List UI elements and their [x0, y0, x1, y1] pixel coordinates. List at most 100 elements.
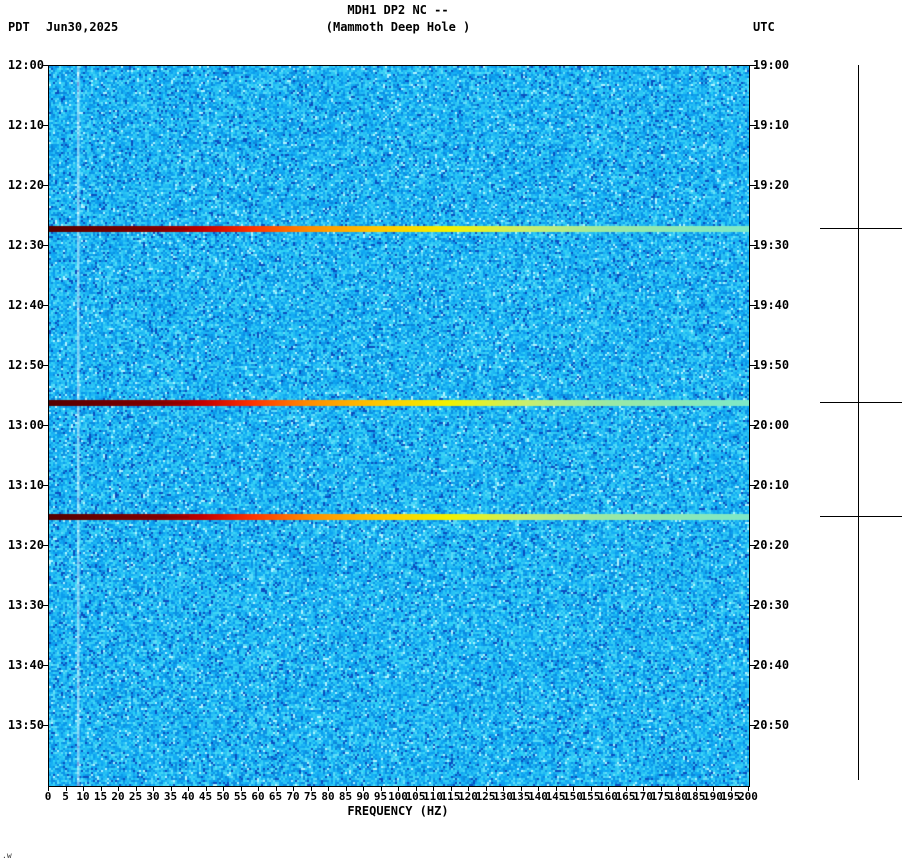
freq-tick [346, 787, 347, 791]
freq-tick [311, 787, 312, 791]
time-tick-label-right: 19:40 [753, 298, 797, 312]
time-tick-left [42, 605, 48, 606]
freq-tick-label: 10 [76, 791, 89, 803]
timezone-left-label: PDT [8, 20, 30, 34]
time-tick-label-left: 12:40 [4, 298, 44, 312]
freq-tick [608, 787, 609, 791]
spectrogram-plot-area [48, 65, 750, 787]
freq-tick-label: 40 [181, 791, 194, 803]
time-tick-right [750, 245, 756, 246]
footer-mark: .w [2, 851, 12, 860]
freq-tick [661, 787, 662, 791]
time-tick-label-left: 13:20 [4, 538, 44, 552]
freq-tick [381, 787, 382, 791]
freq-tick [83, 787, 84, 791]
freq-tick [101, 787, 102, 791]
time-tick-label-left: 12:10 [4, 118, 44, 132]
time-tick-label-right: 20:50 [753, 718, 797, 732]
freq-tick-label: 70 [286, 791, 299, 803]
freq-tick [398, 787, 399, 791]
time-tick-right [750, 365, 756, 366]
time-tick-label-left: 12:50 [4, 358, 44, 372]
frequency-axis-label: FREQUENCY (HZ) [0, 804, 796, 818]
freq-tick [293, 787, 294, 791]
time-tick-label-left: 13:00 [4, 418, 44, 432]
freq-tick [556, 787, 557, 791]
time-tick-label-right: 20:40 [753, 658, 797, 672]
event-marker-tick [820, 228, 902, 229]
time-tick-left [42, 65, 48, 66]
freq-tick [591, 787, 592, 791]
freq-tick [188, 787, 189, 791]
freq-tick [433, 787, 434, 791]
spectrogram-page: MDH1 DP2 NC -- (Mammoth Deep Hole ) PDT … [0, 0, 902, 864]
freq-tick [503, 787, 504, 791]
freq-tick [118, 787, 119, 791]
freq-tick [678, 787, 679, 791]
freq-tick [206, 787, 207, 791]
time-tick-label-left: 13:10 [4, 478, 44, 492]
freq-tick-label: 35 [164, 791, 177, 803]
page-subtitle: (Mammoth Deep Hole ) [0, 20, 796, 34]
freq-tick [416, 787, 417, 791]
time-tick-label-left: 13:30 [4, 598, 44, 612]
freq-tick-label: 90 [356, 791, 369, 803]
time-tick-label-right: 20:10 [753, 478, 797, 492]
freq-tick-label: 80 [321, 791, 334, 803]
time-tick-left [42, 125, 48, 126]
time-tick-label-left: 13:50 [4, 718, 44, 732]
freq-tick-label: 25 [129, 791, 142, 803]
freq-tick-label: 15 [94, 791, 107, 803]
freq-tick-label: 85 [339, 791, 352, 803]
date-label: Jun30,2025 [46, 20, 118, 34]
freq-tick [731, 787, 732, 791]
event-marker-tick [820, 402, 902, 403]
freq-tick [136, 787, 137, 791]
time-tick-left [42, 545, 48, 546]
freq-tick-label: 20 [111, 791, 124, 803]
time-tick-left [42, 425, 48, 426]
page-title: MDH1 DP2 NC -- [0, 3, 796, 17]
freq-tick-label: 5 [62, 791, 69, 803]
freq-tick-label: 0 [45, 791, 52, 803]
time-tick-label-right: 19:00 [753, 58, 797, 72]
time-tick-label-left: 12:00 [4, 58, 44, 72]
freq-tick [48, 787, 49, 791]
freq-tick-label: 45 [199, 791, 212, 803]
time-tick-left [42, 185, 48, 186]
time-tick-label-right: 19:10 [753, 118, 797, 132]
time-tick-label-left: 12:20 [4, 178, 44, 192]
freq-tick [258, 787, 259, 791]
time-tick-right [750, 545, 756, 546]
freq-tick-label: 75 [304, 791, 317, 803]
spectrogram-canvas [49, 66, 749, 786]
event-marker-tick [820, 516, 902, 517]
freq-tick-label: 55 [234, 791, 247, 803]
freq-tick [241, 787, 242, 791]
freq-tick [713, 787, 714, 791]
time-tick-right [750, 485, 756, 486]
time-tick-right [750, 65, 756, 66]
time-tick-label-right: 19:20 [753, 178, 797, 192]
freq-tick [223, 787, 224, 791]
freq-tick [153, 787, 154, 791]
time-tick-right [750, 665, 756, 666]
freq-tick [451, 787, 452, 791]
freq-tick [748, 787, 749, 791]
time-tick-right [750, 605, 756, 606]
time-tick-left [42, 365, 48, 366]
time-tick-left [42, 485, 48, 486]
time-tick-right [750, 185, 756, 186]
time-tick-right [750, 425, 756, 426]
freq-tick-label: 95 [374, 791, 387, 803]
timezone-right-label: UTC [753, 20, 775, 34]
freq-tick [486, 787, 487, 791]
freq-tick [626, 787, 627, 791]
freq-tick [521, 787, 522, 791]
time-tick-label-right: 20:20 [753, 538, 797, 552]
freq-tick [468, 787, 469, 791]
freq-tick [171, 787, 172, 791]
time-tick-label-left: 12:30 [4, 238, 44, 252]
freq-tick-label: 60 [251, 791, 264, 803]
freq-tick [328, 787, 329, 791]
